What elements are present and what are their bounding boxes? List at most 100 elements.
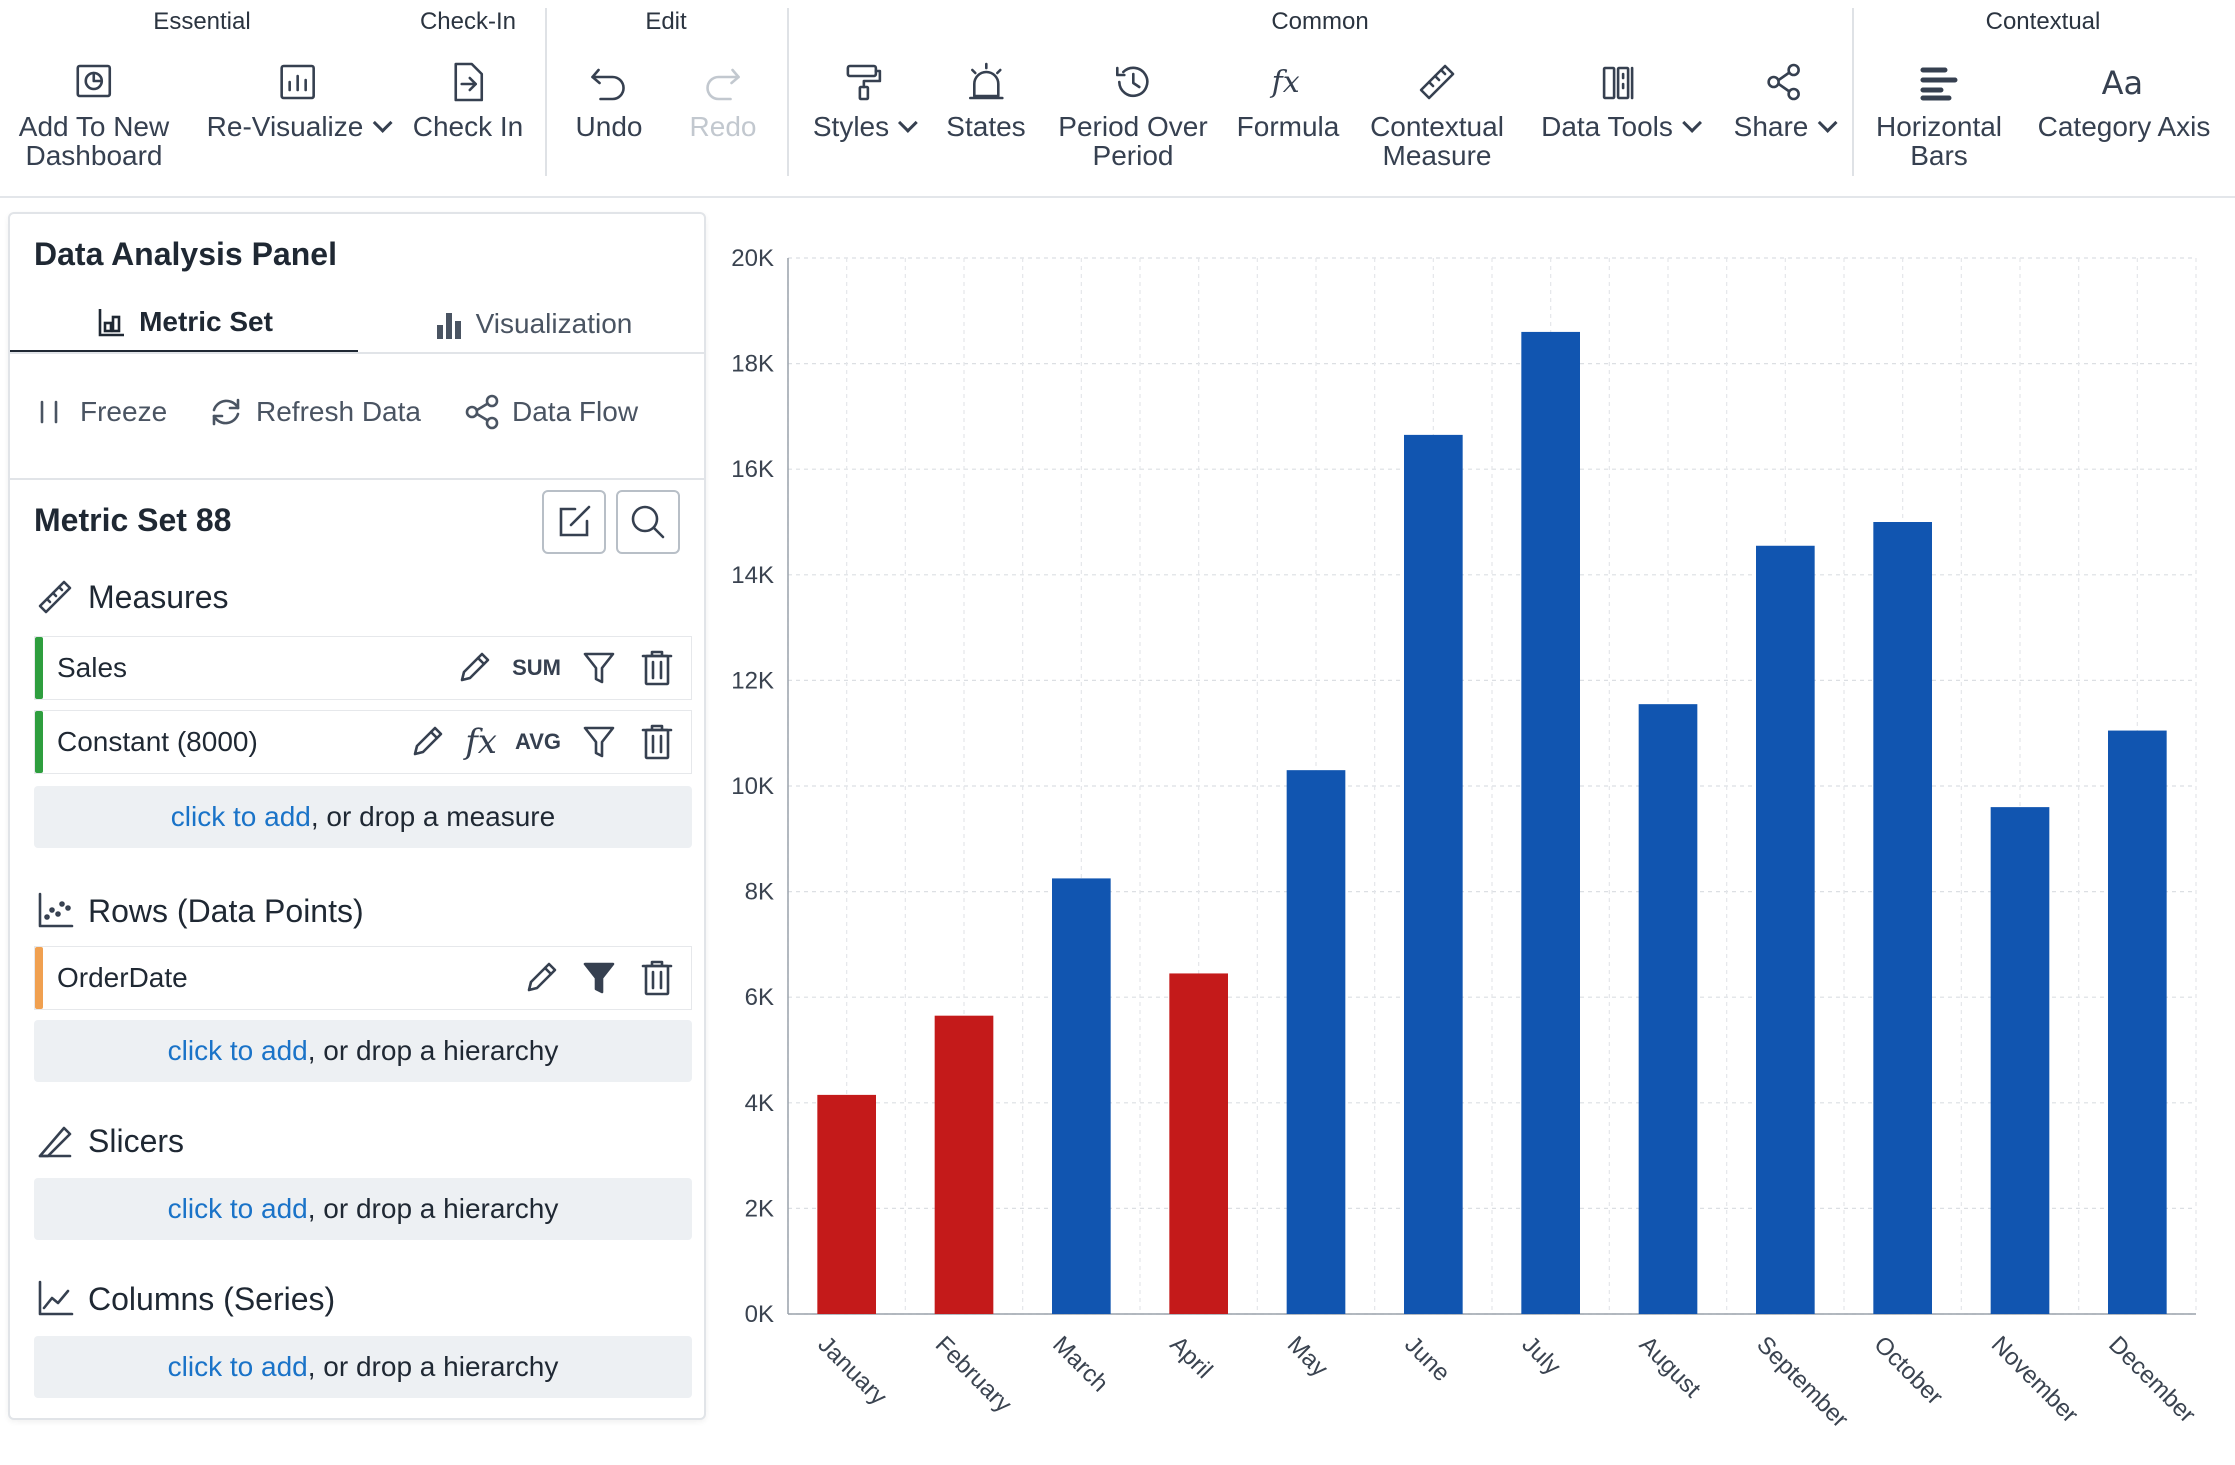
refresh-icon (212, 398, 240, 426)
redo-button[interactable]: Redo (689, 58, 757, 142)
data-flow-icon (465, 394, 499, 430)
rows-title: Rows (Data Points) (88, 892, 364, 929)
bar-chart: 0K 2K 4K 6K 8K 10K 12K 14K 16K 18K 20K January Febru… (731, 245, 2200, 1430)
horizontal-bars-button[interactable]: Horizontal Bars (1876, 58, 2002, 170)
toolbar-separator (1852, 8, 1854, 176)
formula-label: Formula (1236, 111, 1340, 142)
bar (1873, 522, 1932, 1314)
trash-icon[interactable] (637, 722, 677, 762)
revisualize-label: Re-Visualize (206, 111, 364, 142)
slicers-dropzone[interactable]: click to add, or drop a hierarchy (34, 1178, 692, 1240)
function-icon: fx (1270, 65, 1300, 100)
tab-metric-set[interactable]: Metric Set (10, 294, 358, 354)
period-over-period-button[interactable]: Period Over Period (1058, 58, 1208, 170)
x-tick-label: September (1751, 1331, 1853, 1430)
measure-dropzone[interactable]: click to add, or drop a measure (34, 786, 692, 848)
check-in-button[interactable]: Check In (413, 58, 523, 141)
y-tick-label: 16K (731, 456, 774, 483)
bar (1169, 973, 1228, 1314)
freeze-button[interactable]: Freeze (30, 392, 167, 432)
history-icon (1115, 66, 1149, 98)
x-tick-label: December (2103, 1331, 2200, 1428)
bar (1521, 331, 1580, 1314)
x-tick-label: January (813, 1331, 892, 1410)
line-chart-icon (38, 1280, 74, 1316)
ruler-icon (38, 580, 72, 614)
click-to-add-link[interactable]: click to add (167, 1351, 308, 1382)
paint-roller-icon (846, 64, 882, 101)
trash-icon[interactable] (637, 958, 677, 998)
aggregation-label[interactable]: SUM (512, 655, 561, 680)
redo-label: Redo (689, 111, 757, 142)
pencil-icon[interactable] (454, 648, 494, 688)
edit-metric-set-button[interactable] (542, 490, 606, 554)
click-to-add-link[interactable]: click to add (167, 1193, 308, 1224)
data-flow-button[interactable]: Data Flow (462, 392, 638, 432)
x-tick-label: February (930, 1331, 1017, 1418)
pencil-icon[interactable] (407, 722, 447, 762)
undo-button[interactable]: Undo (576, 58, 642, 141)
measure-item[interactable]: Constant (8000) fx AVG (34, 710, 692, 774)
row-hierarchy-item[interactable]: OrderDate (34, 946, 692, 1010)
styles-button[interactable]: Styles (812, 58, 919, 142)
metric-set-title: Metric Set 88 (34, 502, 232, 538)
pencil-icon[interactable] (521, 958, 561, 998)
alarm-icon (968, 62, 1004, 100)
click-to-add-link[interactable]: click to add (170, 801, 311, 832)
formula-icon[interactable]: fx (465, 722, 497, 762)
edit-icon (559, 505, 591, 537)
styles-label: Styles (812, 111, 890, 142)
horizontal-bars-icon (1920, 67, 1958, 101)
group-label-checkin: Check-In (419, 8, 517, 35)
y-tick-label: 6K (745, 984, 774, 1011)
y-tick-label: 12K (731, 667, 774, 694)
bar (1286, 770, 1346, 1314)
filter-icon[interactable] (579, 648, 619, 688)
states-button[interactable]: States (946, 58, 1026, 141)
revisualize-button[interactable]: Re-Visualize (206, 58, 393, 142)
slicers-section-header: Slicers (34, 1120, 184, 1162)
chevron-down-icon (1681, 113, 1702, 133)
ruler-icon (1419, 64, 1455, 100)
data-flow-label: Data Flow (512, 396, 639, 427)
measure-color-stripe (35, 637, 43, 699)
dropzone-text: , or drop a hierarchy (307, 1193, 559, 1224)
dropzone-text: , or drop a hierarchy (307, 1351, 559, 1382)
x-tick-label: October (1869, 1331, 1948, 1410)
data-tools-button[interactable]: Data Tools (1541, 58, 1702, 141)
row-name: OrderDate (57, 962, 188, 993)
freeze-label: Freeze (80, 396, 168, 427)
columns-dropzone[interactable]: click to add, or drop a hierarchy (34, 1336, 692, 1398)
horizontal-bars-label: Horizontal Bars (1875, 111, 2003, 171)
add-to-dashboard-button[interactable]: Add To New Dashboard (19, 58, 169, 170)
rows-dropzone[interactable]: click to add, or drop a hierarchy (34, 1020, 692, 1082)
tab-visualization[interactable]: Visualization (358, 294, 706, 354)
rows-section-header: Rows (Data Points) (34, 890, 364, 932)
refresh-data-button[interactable]: Refresh Data (206, 392, 421, 432)
measure-color-stripe (35, 711, 43, 773)
group-label-contextual: Contextual (1985, 8, 2101, 35)
redo-icon (706, 68, 741, 101)
formula-button[interactable]: fx Formula (1237, 58, 1340, 141)
bar (2108, 730, 2167, 1314)
measure-name: Sales (57, 652, 128, 683)
category-axis-button[interactable]: Aa Category Axis (2038, 58, 2211, 141)
filter-icon[interactable] (579, 958, 619, 998)
click-to-add-link[interactable]: click to add (167, 1035, 308, 1066)
search-button[interactable] (616, 490, 680, 554)
y-tick-label: 20K (731, 245, 774, 272)
data-tools-icon (1602, 66, 1634, 100)
measure-item[interactable]: Sales SUM (34, 636, 692, 700)
bar (817, 1094, 876, 1314)
trash-icon[interactable] (637, 648, 677, 688)
measure-name: Constant (8000) (57, 726, 258, 757)
contextual-measure-button[interactable]: Contextual Measure (1370, 58, 1504, 170)
category-axis-label: Category Axis (2037, 111, 2211, 142)
measures-title: Measures (88, 578, 229, 615)
panel-title: Data Analysis Panel (34, 236, 337, 272)
columns-title: Columns (Series) (88, 1280, 336, 1317)
bar (1638, 704, 1698, 1314)
share-button[interactable]: Share (1734, 58, 1838, 141)
filter-icon[interactable] (579, 722, 619, 762)
aggregation-label[interactable]: AVG (514, 729, 561, 754)
